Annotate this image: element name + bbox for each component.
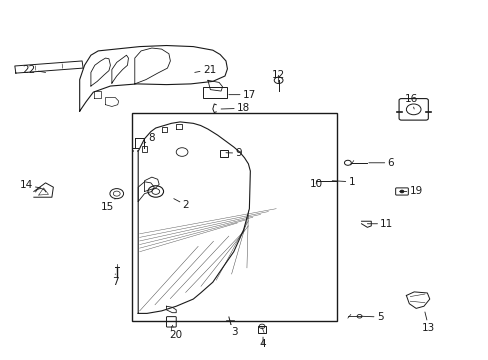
Circle shape (399, 190, 403, 193)
Text: 21: 21 (194, 64, 216, 75)
Text: 14: 14 (20, 180, 41, 190)
Text: 8: 8 (144, 133, 155, 143)
Polygon shape (34, 183, 53, 197)
Text: 15: 15 (100, 199, 115, 212)
Text: 4: 4 (259, 337, 266, 349)
Text: 2: 2 (173, 199, 189, 210)
Text: 13: 13 (421, 312, 434, 333)
Text: 18: 18 (221, 103, 250, 113)
Bar (132, 113, 336, 320)
Text: 17: 17 (228, 90, 256, 100)
Polygon shape (406, 292, 429, 309)
Text: 19: 19 (399, 186, 422, 197)
Polygon shape (15, 61, 83, 73)
Text: 7: 7 (112, 274, 119, 287)
Text: 6: 6 (368, 158, 393, 168)
Text: 22: 22 (22, 64, 45, 75)
Text: 9: 9 (225, 148, 242, 158)
Text: 16: 16 (404, 94, 417, 109)
Text: 20: 20 (169, 325, 183, 340)
Text: 12: 12 (271, 70, 285, 82)
Text: 3: 3 (230, 324, 238, 337)
Text: 1: 1 (331, 177, 354, 187)
Text: 11: 11 (366, 219, 393, 229)
Polygon shape (361, 221, 370, 227)
Text: 5: 5 (361, 312, 383, 322)
Text: 10: 10 (309, 179, 322, 189)
